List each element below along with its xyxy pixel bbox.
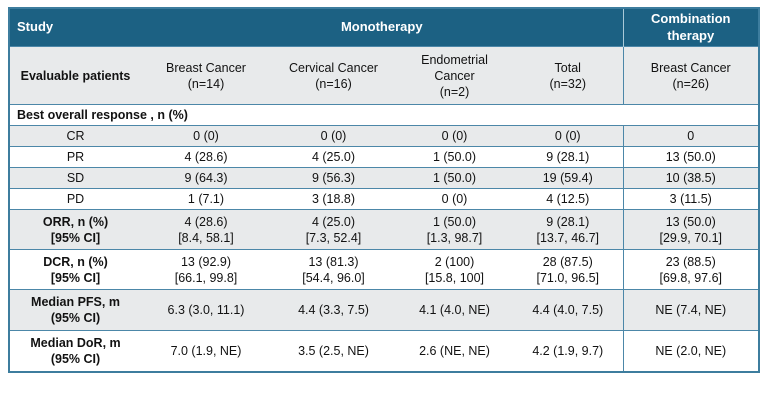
cell: 1 (7.1)	[141, 188, 271, 210]
cell: NE (7.4, NE)	[622, 289, 759, 331]
cell: 4 (28.6) [8.4, 58.1]	[141, 209, 271, 250]
row-label: Median DoR, m (95% CI)	[9, 330, 141, 372]
row-label: DCR, n (%) [95% CI]	[9, 249, 141, 290]
cell: 13 (81.3) [54.4, 96.0]	[271, 249, 396, 290]
table-row-pr: PR 4 (28.6) 4 (25.0) 1 (50.0) 9 (28.1) 1…	[9, 146, 759, 168]
efficacy-results-table: Study Monotherapy Combination therapy Ev…	[8, 7, 760, 373]
cell: 0 (0)	[513, 125, 623, 147]
cell: 4 (25.0)	[271, 146, 396, 168]
cell: 9 (28.1)	[513, 146, 623, 168]
cell: 0 (0)	[396, 188, 513, 210]
table-row-pd: PD 1 (7.1) 3 (18.8) 0 (0) 4 (12.5) 3 (11…	[9, 188, 759, 210]
cell: 28 (87.5) [71.0, 96.5]	[513, 249, 623, 290]
cell: 1 (50.0)	[396, 167, 513, 189]
cell: 4.4 (4.0, 7.5)	[513, 289, 623, 331]
cell: 7.0 (1.9, NE)	[141, 330, 271, 372]
column-header-breast-cancer-combo: Breast Cancer (n=26)	[622, 46, 759, 105]
row-label: CR	[9, 125, 141, 147]
column-header-total: Total (n=32)	[513, 46, 623, 105]
row-label: ORR, n (%) [95% CI]	[9, 209, 141, 250]
cell: 4.4 (3.3, 7.5)	[271, 289, 396, 331]
cell: 4.1 (4.0, NE)	[396, 289, 513, 331]
cell: 0 (0)	[271, 125, 396, 147]
cell: 6.3 (3.0, 11.1)	[141, 289, 271, 331]
row-label: PD	[9, 188, 141, 210]
column-header-cervical-cancer: Cervical Cancer (n=16)	[271, 46, 396, 105]
table-row-sd: SD 9 (64.3) 9 (56.3) 1 (50.0) 19 (59.4) …	[9, 167, 759, 189]
table-row-median-pfs: Median PFS, m (95% CI) 6.3 (3.0, 11.1) 4…	[9, 289, 759, 331]
table-row-orr: ORR, n (%) [95% CI] 4 (28.6) [8.4, 58.1]…	[9, 209, 759, 250]
cell: 9 (28.1) [13.7, 46.7]	[513, 209, 623, 250]
table-row-cr: CR 0 (0) 0 (0) 0 (0) 0 (0) 0	[9, 125, 759, 147]
row-label: Median PFS, m (95% CI)	[9, 289, 141, 331]
subheader-evaluable-patients: Evaluable patients	[9, 46, 141, 105]
table-row-median-dor: Median DoR, m (95% CI) 7.0 (1.9, NE) 3.5…	[9, 330, 759, 372]
cell: 3 (18.8)	[271, 188, 396, 210]
cell: 2 (100) [15.8, 100]	[396, 249, 513, 290]
cell: NE (2.0, NE)	[622, 330, 759, 372]
column-header-breast-cancer-mono: Breast Cancer (n=14)	[141, 46, 271, 105]
cell: 3.5 (2.5, NE)	[271, 330, 396, 372]
cell: 4.2 (1.9, 9.7)	[513, 330, 623, 372]
cell: 0	[622, 125, 759, 147]
cell: 23 (88.5) [69.8, 97.6]	[622, 249, 759, 290]
cell: 4 (25.0) [7.3, 52.4]	[271, 209, 396, 250]
cell: 1 (50.0) [1.3, 98.7]	[396, 209, 513, 250]
table-header-row: Study Monotherapy Combination therapy	[9, 8, 759, 47]
cell: 3 (11.5)	[622, 188, 759, 210]
cell: 0 (0)	[141, 125, 271, 147]
table-row-dcr: DCR, n (%) [95% CI] 13 (92.9) [66.1, 99.…	[9, 249, 759, 290]
cell: 13 (50.0)	[622, 146, 759, 168]
section-best-overall-response: Best overall response , n (%)	[9, 104, 759, 126]
cell: 4 (12.5)	[513, 188, 623, 210]
cell: 1 (50.0)	[396, 146, 513, 168]
cell: 0 (0)	[396, 125, 513, 147]
table-subheader-row: Evaluable patients Breast Cancer (n=14) …	[9, 46, 759, 105]
column-header-endometrial-cancer: Endometrial Cancer (n=2)	[396, 46, 513, 105]
header-study: Study	[9, 8, 141, 47]
cell: 19 (59.4)	[513, 167, 623, 189]
cell: 2.6 (NE, NE)	[396, 330, 513, 372]
cell: 4 (28.6)	[141, 146, 271, 168]
row-label: PR	[9, 146, 141, 168]
header-monotherapy: Monotherapy	[141, 8, 623, 47]
cell: 13 (92.9) [66.1, 99.8]	[141, 249, 271, 290]
header-combination-therapy: Combination therapy	[622, 8, 759, 47]
section-label: Best overall response , n (%)	[9, 104, 759, 126]
row-label: SD	[9, 167, 141, 189]
cell: 9 (64.3)	[141, 167, 271, 189]
cell: 9 (56.3)	[271, 167, 396, 189]
cell: 10 (38.5)	[622, 167, 759, 189]
cell: 13 (50.0) [29.9, 70.1]	[622, 209, 759, 250]
